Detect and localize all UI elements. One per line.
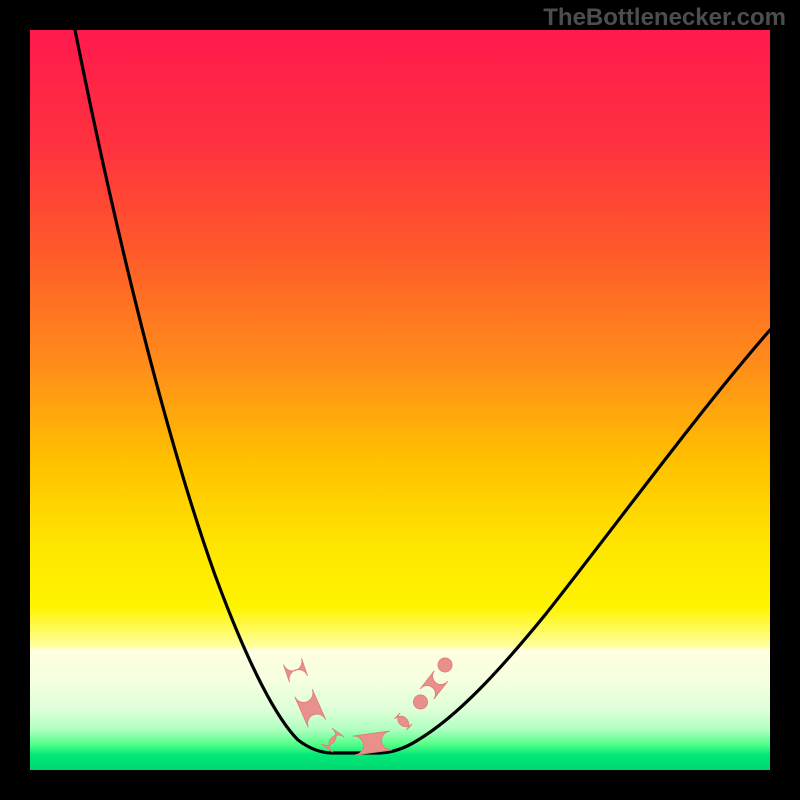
- chart-svg: [0, 0, 800, 800]
- bottleneck-chart: TheBottlenecker.com: [0, 0, 800, 800]
- heat-gradient-background: [30, 30, 770, 770]
- marker-dot: [414, 695, 428, 709]
- marker-dot: [438, 658, 452, 672]
